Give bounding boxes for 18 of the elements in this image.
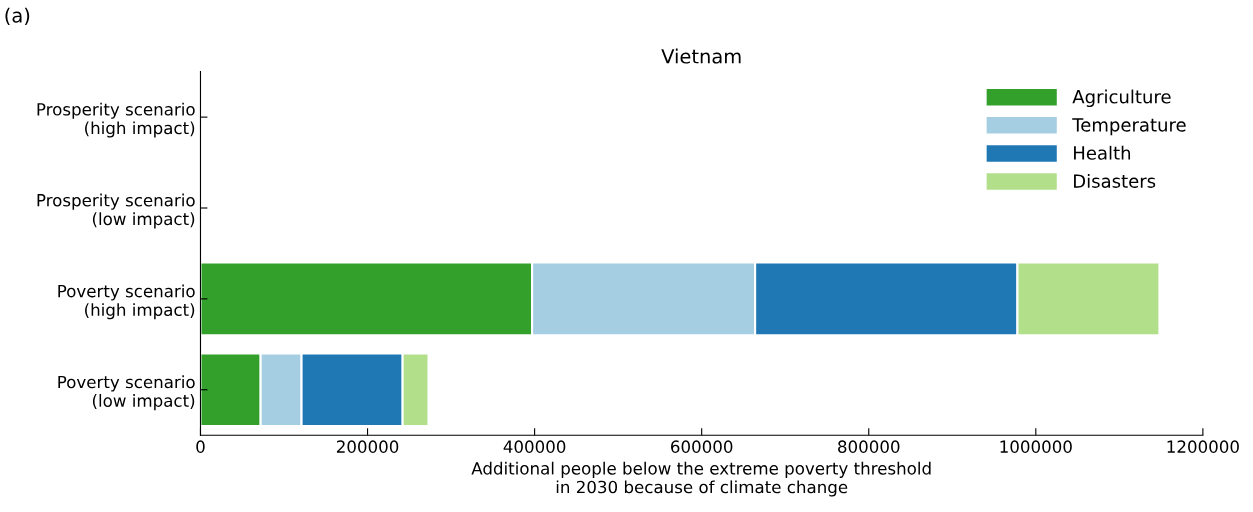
x-tick-label: 200000: [336, 440, 399, 453]
x-tick-label: 400000: [503, 440, 566, 453]
legend-label: Agriculture: [1072, 89, 1171, 108]
y-tick-label: Poverty scenario (high impact): [58, 284, 195, 320]
x-tick-label: 800000: [838, 440, 900, 453]
x-tick-label: 1000000: [1000, 440, 1072, 453]
x-axis-title: Additional people below the extreme poverty threshold in 2030 because of climate change: [471, 461, 931, 497]
y-tick-label: Prosperity scenario (high impact): [37, 102, 195, 138]
legend-label: Disasters: [1074, 173, 1156, 188]
y-tick-label: Prosperity scenario (low impact): [37, 193, 195, 229]
chart-title: Vietnam: [661, 48, 741, 64]
x-tick-label: 600000: [671, 440, 733, 453]
x-tick-label: 0: [196, 440, 205, 453]
legend-label: Health: [1074, 145, 1131, 160]
legend-label: Temperature: [1072, 118, 1186, 136]
y-tick-label: Poverty scenario (low impact): [58, 375, 195, 411]
text: (a): [5, 7, 30, 26]
x-tick-label: 1200000: [1167, 440, 1239, 453]
